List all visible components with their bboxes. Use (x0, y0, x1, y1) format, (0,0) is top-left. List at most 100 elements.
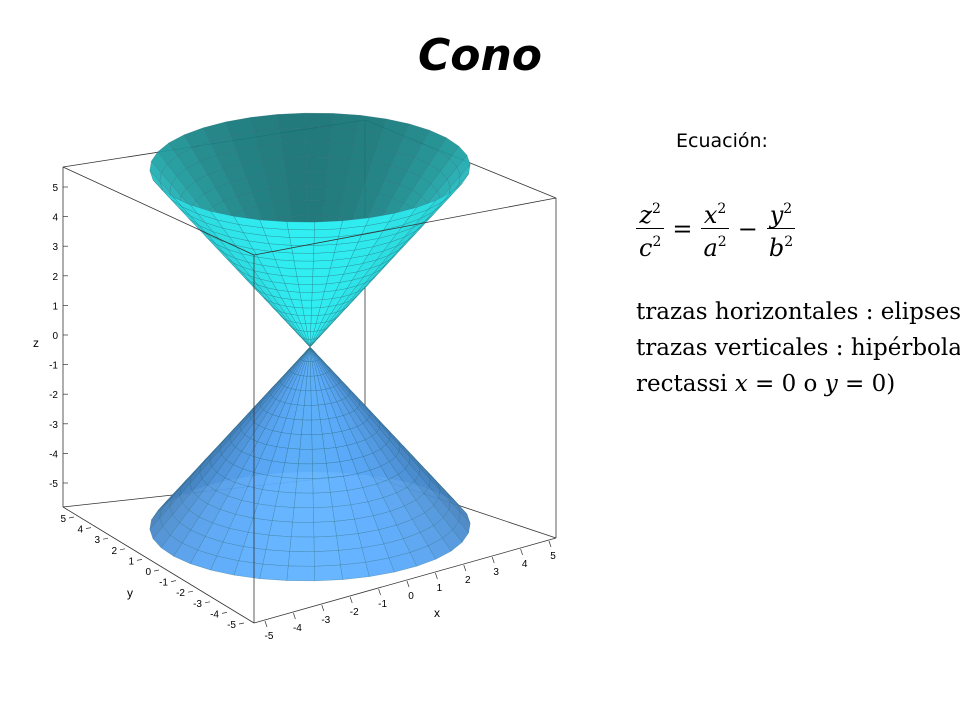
x-tick-label: -5 (265, 631, 274, 642)
cone-surface-facet (340, 562, 370, 580)
z-tick-label: -5 (49, 479, 58, 490)
y-tick-label: 1 (128, 556, 134, 567)
cone-surface-facet (272, 506, 295, 523)
cone-surface-facet (293, 260, 314, 270)
x-tick-label: 4 (522, 559, 528, 570)
cone-surface-facet (289, 200, 308, 217)
cone-surface-facet (303, 390, 312, 406)
cone-surface-facet (254, 128, 282, 147)
cone-surface-facet (336, 533, 363, 551)
y-tick-label: 0 (145, 567, 151, 578)
y-tick-label: 3 (94, 535, 100, 546)
cone-surface-facet (325, 171, 348, 188)
cone-surface-facet (289, 536, 315, 552)
cone-surface-facet (304, 112, 334, 129)
cone-equation: z2 c2 = x2 a2 − y2 b2 (634, 196, 798, 261)
x-tick-label: 0 (408, 591, 414, 602)
cone-surface-facet (332, 504, 355, 522)
cone-surface-facet (331, 113, 361, 131)
cone-surface-facet (301, 299, 313, 309)
formula-minus: − (737, 214, 758, 243)
cone-surface-facet (312, 275, 329, 285)
cone-surface-facet (299, 434, 313, 450)
cone-surface-facet (290, 245, 315, 254)
cone-surface-facet (311, 448, 327, 465)
z-axis-label: z (33, 336, 39, 350)
cone-surface-facet (283, 156, 307, 173)
formula-c: c (639, 234, 653, 262)
formula-y: y (769, 201, 784, 229)
cone-surface-facet (279, 127, 307, 144)
cone-surface-facet (328, 142, 355, 160)
cone-surface-facet (286, 565, 316, 582)
cone-surface-facet (278, 477, 298, 494)
cone-surface-facet (311, 299, 323, 309)
cone-surface-facet (299, 291, 313, 301)
cone-surface-facet (257, 143, 284, 161)
cone-surface-facet (306, 200, 325, 216)
cone-surface-facet (311, 291, 325, 301)
traces-line-vertical: trazas verticales : hipérbolas (o (636, 335, 960, 361)
cone-surface-facet (312, 492, 333, 509)
cone-surface-facet (298, 284, 313, 293)
cone-surface-facet (287, 185, 308, 202)
z-tick-label: 4 (52, 213, 58, 224)
cone-surface-facet (338, 547, 366, 566)
cone-surface-facet (292, 252, 314, 262)
page-title: Cono (417, 30, 543, 81)
formula-a: a (703, 234, 718, 262)
z-tick-label: -2 (49, 390, 58, 401)
cone-surface-facet (302, 307, 312, 317)
fraction-z-over-c: z2 c2 (636, 196, 664, 261)
cone-surface-facet (302, 405, 312, 421)
formula-equals: = (672, 214, 693, 243)
y-tick-label: -3 (193, 599, 202, 610)
cone-surface-facet (313, 550, 341, 567)
cone-surface-facet (314, 220, 343, 231)
y-tick-label: -1 (159, 578, 168, 589)
cone-surface-facet (329, 127, 358, 145)
cone-surface-facet (262, 549, 291, 567)
y-tick-label: -5 (227, 620, 236, 631)
cone-surface-facet (305, 127, 332, 143)
cone-surface-facet (281, 142, 307, 159)
x-tick-label: 2 (465, 575, 471, 586)
traces-line-lines: rectassi x = 0 o y = 0) (636, 371, 896, 397)
y-tick-label: 5 (60, 514, 66, 525)
cone-surface-facet (295, 268, 314, 278)
y-tick-label: 4 (77, 525, 83, 536)
cone-surface-facet (312, 259, 333, 270)
cone-surface-facet (292, 507, 314, 523)
cone-surface-facet (259, 563, 289, 581)
cone-surface-facet (295, 478, 314, 494)
cone-surface-facet (233, 560, 264, 579)
cone-surface-facet (296, 276, 313, 285)
cone-surface-facet (313, 228, 341, 238)
x-tick-label: -2 (350, 607, 359, 618)
cone-surface-facet (311, 283, 327, 293)
z-tick-label: 5 (52, 183, 58, 194)
z-axis-ticks: 5 4 3 2 1 0 -1 -2 -3 -4 -5 (49, 183, 68, 490)
z-tick-label: -1 (49, 361, 58, 372)
cone-surface-facet (296, 463, 313, 479)
cone-surface-facet (277, 112, 306, 130)
cone-surface-facet (305, 142, 331, 158)
y-axis-label: y (127, 586, 133, 600)
z-tick-label: 3 (52, 242, 58, 253)
equation-label: Ecuación: (676, 130, 768, 152)
x-tick-label: -3 (321, 615, 330, 626)
cone-surface-facet (312, 477, 331, 494)
z-tick-label: 0 (52, 331, 58, 342)
y-tick-label: 2 (111, 546, 117, 557)
cone-surface-facet (314, 564, 343, 582)
lower-nappe (149, 346, 471, 582)
x-tick-label: -1 (378, 599, 387, 610)
y-tick-label: -4 (210, 609, 219, 620)
cone-surface-facet (311, 419, 323, 435)
cone-surface-facet (312, 267, 331, 278)
x-tick-label: -4 (293, 623, 302, 634)
cone-surface-facet (288, 229, 315, 238)
formula-z: z (639, 201, 653, 229)
cone-surface-facet (313, 521, 337, 538)
